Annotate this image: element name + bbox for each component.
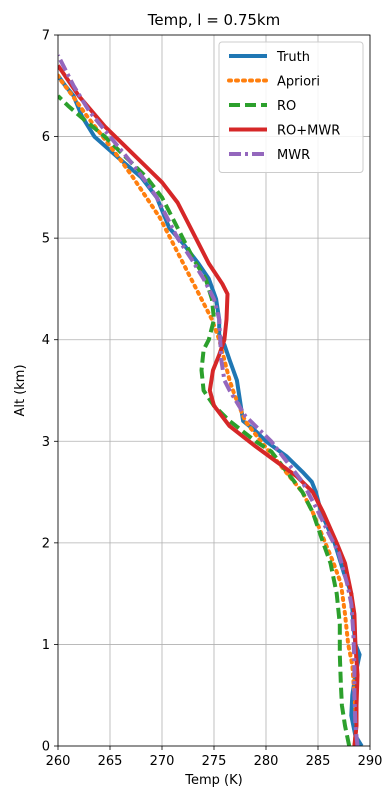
- x-tick-label: 275: [202, 754, 227, 769]
- legend-box: [218, 41, 364, 173]
- x-tick-label: 285: [306, 754, 331, 769]
- y-tick-label: 1: [42, 638, 50, 653]
- y-tick-label: 2: [42, 536, 50, 551]
- x-tick-label: 290: [358, 754, 383, 769]
- legend-label-ro-mwr: RO+MWR: [277, 124, 340, 139]
- series-lines: [58, 54, 364, 746]
- series-line-apriori: [58, 73, 359, 746]
- legend-label-ro: RO: [277, 99, 296, 114]
- y-tick-label: 6: [42, 130, 50, 145]
- series-line-ro: [58, 94, 352, 746]
- legend-label-truth: Truth: [276, 50, 310, 65]
- chart-title: Temp, l = 0.75km: [147, 11, 280, 29]
- series-line-truth: [58, 74, 364, 746]
- x-axis-label: Temp (K): [184, 773, 242, 788]
- y-tick-label: 3: [42, 435, 50, 450]
- x-tick-label: 265: [98, 754, 123, 769]
- series-line-mwr: [58, 54, 360, 746]
- y-tick-label: 5: [42, 232, 50, 247]
- x-tick-label: 280: [254, 754, 279, 769]
- y-tick-label: 7: [42, 29, 50, 44]
- legend-label-mwr: MWR: [277, 148, 310, 163]
- legend: Truth Apriori RO RO+MWR MWR: [218, 41, 364, 173]
- y-tick-label: 0: [42, 740, 50, 755]
- x-tick-label: 270: [150, 754, 175, 769]
- x-tick-label: 260: [46, 754, 71, 769]
- axis-ticks: 260 265 270 275 280 285 290 0 1 2 3 4 5 6 7: [42, 29, 383, 770]
- y-axis-label: Alt (km): [13, 364, 28, 416]
- legend-label-apriori: Apriori: [277, 75, 320, 90]
- y-tick-label: 4: [42, 333, 50, 348]
